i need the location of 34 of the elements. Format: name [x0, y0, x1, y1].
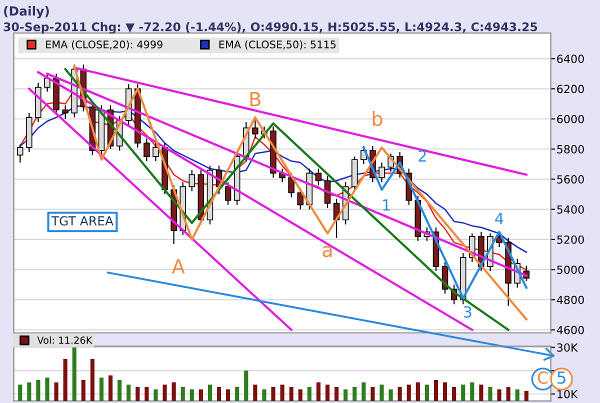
y-tick-label: 6000 — [557, 114, 584, 124]
annotation: b — [372, 111, 382, 126]
line-series — [362, 146, 528, 300]
y-tick-label: 6200 — [557, 84, 584, 94]
chart-subtitle: 30-Sep-2011 Chg: ▼ -72.20 (-1.44%), O:4990.15, H:5025.55, L:4924.3, C:4943.25 — [4, 22, 538, 34]
legend-label: EMA (CLOSE,50): 5115 — [219, 40, 336, 50]
chart-title: (Daily) — [4, 6, 49, 18]
annotation: 4 — [495, 212, 504, 224]
annotation: a — [322, 246, 332, 258]
candlestick — [224, 182, 232, 206]
y-tick-label: 5800 — [557, 145, 584, 154]
y-tick-label: 4800 — [556, 296, 584, 304]
candlestick — [252, 120, 258, 140]
legend-label: EMA (CLOSE,20): 4999 — [46, 40, 162, 50]
annotation: 1 — [383, 199, 390, 211]
candlestick — [315, 168, 322, 186]
y-tick-label: 5000 — [557, 266, 584, 274]
y-tick-label: 4600 — [556, 326, 584, 334]
y-tick-label: 30K — [557, 343, 578, 352]
annotation: B — [250, 92, 260, 106]
candlestick — [62, 104, 68, 120]
chart-title: Vol: 11.26K — [37, 336, 92, 344]
y-tick-label: 5600 — [557, 175, 584, 184]
text: 5 — [558, 372, 566, 384]
y-tick-label: 5400 — [557, 205, 584, 214]
text: C — [538, 371, 548, 384]
y-tick-label: 5200 — [557, 235, 584, 244]
annotation: A — [172, 259, 185, 274]
annotation: TGT AREA — [51, 216, 114, 226]
annotation: 3 — [464, 306, 472, 318]
candlestick — [144, 138, 150, 162]
y-tick-label: 10K — [558, 390, 578, 398]
annotation: 2 — [418, 150, 426, 162]
y-tick-label: 6400 — [557, 54, 584, 64]
